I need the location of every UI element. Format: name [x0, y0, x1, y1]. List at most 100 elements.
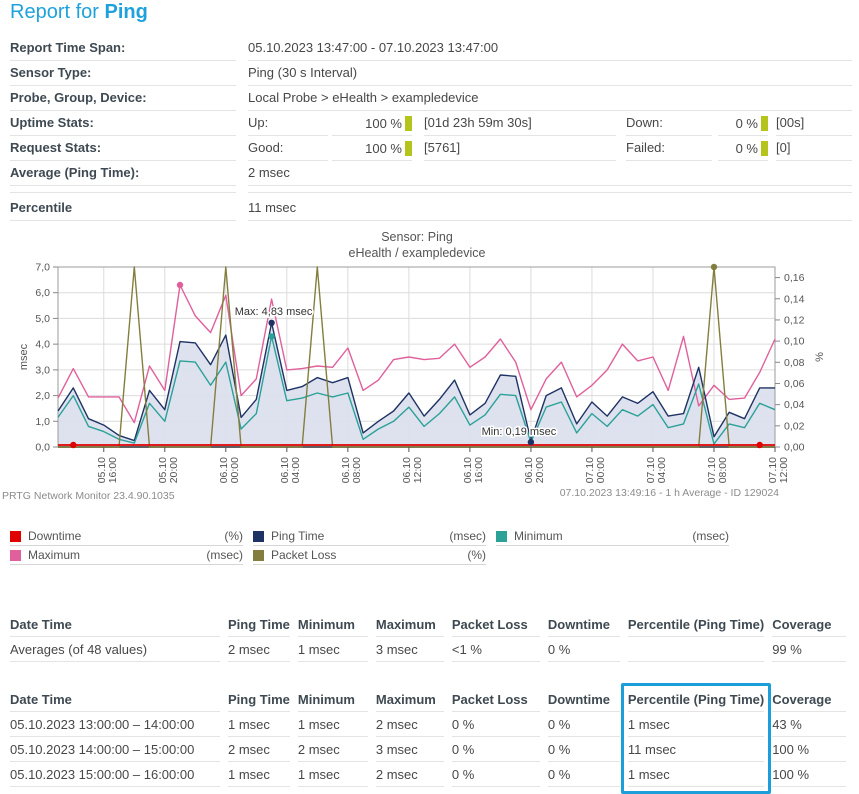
svg-text:Max: 4,83 msec: Max: 4,83 msec	[235, 306, 313, 318]
column-header: Coverage	[772, 612, 847, 637]
uptime-down-duration: [00s]	[776, 111, 852, 136]
probe-group-device-label: Probe, Group, Device:	[10, 86, 236, 111]
svg-text:12:00: 12:00	[778, 457, 790, 483]
row-report-time-span: Report Time Span: 05.10.2023 13:47:00 - …	[10, 36, 852, 61]
svg-text:1,0: 1,0	[35, 416, 50, 428]
svg-text:00:00: 00:00	[595, 457, 607, 483]
svg-text:Min: 0,19 msec: Min: 0,19 msec	[482, 426, 557, 438]
table-cell: 2 msec	[228, 637, 290, 662]
svg-text:16:00: 16:00	[473, 457, 485, 483]
table-cell: 2 msec	[297, 737, 368, 762]
table-cell: Averages (of 48 values)	[10, 637, 220, 662]
row-request-stats: Request Stats: Good: 100 % [5761] Failed…	[10, 136, 852, 161]
percentile-label: Percentile	[10, 196, 236, 221]
chart-subtitle: eHealth / exampledevice	[348, 246, 486, 260]
table-cell: 05.10.2023 14:00:00 – 15:00:00	[10, 737, 220, 762]
column-header: Date Time	[10, 687, 220, 712]
table-cell: 1 msec	[228, 762, 290, 787]
legend-label: Minimum	[514, 529, 563, 543]
request-good-bar	[405, 140, 412, 156]
chart-title: Sensor: Ping	[381, 230, 453, 244]
svg-text:0,00: 0,00	[784, 442, 805, 454]
svg-text:%: %	[814, 352, 826, 362]
svg-text:0,08: 0,08	[784, 357, 805, 369]
table-cell: 99 %	[772, 637, 847, 662]
table-cell: 0 %	[547, 712, 620, 737]
svg-text:0,0: 0,0	[35, 442, 50, 454]
table-cell: 1 msec	[297, 637, 368, 662]
column-header: Packet Loss	[451, 687, 540, 712]
table-cell: 100 %	[772, 762, 847, 787]
svg-text:0,14: 0,14	[784, 293, 805, 305]
column-header: Coverage	[772, 687, 847, 712]
average-value: 2 msec	[248, 161, 852, 186]
legend-label: Ping Time	[271, 529, 325, 543]
table-cell: 1 msec	[627, 712, 765, 737]
legend-label: Downtime	[28, 529, 82, 543]
chart-footer-version: PRTG Network Monitor 23.4.90.1035	[2, 490, 175, 502]
svg-text:5,0: 5,0	[35, 313, 50, 325]
request-good-label: Good:	[248, 136, 328, 161]
column-header: Ping Time	[228, 612, 290, 637]
hourly-table: Date Time Ping Time Minimum Maximum Packet L…	[2, 687, 854, 787]
legend-unit: (msec)	[692, 529, 729, 543]
table-cell: 1 msec	[297, 712, 368, 737]
legend-item-packet-loss: Packet Loss (%)	[253, 546, 486, 565]
svg-text:06.10: 06.10	[523, 457, 535, 483]
svg-text:06.10: 06.10	[462, 457, 474, 483]
legend-label: Packet Loss	[271, 548, 337, 562]
column-header: Packet Loss	[451, 612, 540, 637]
column-header: Percentile (Ping Time)	[627, 612, 765, 637]
table-cell: 43 %	[772, 712, 847, 737]
column-header: Downtime	[547, 612, 620, 637]
svg-text:07.10: 07.10	[645, 457, 657, 483]
svg-text:0,12: 0,12	[784, 314, 805, 326]
legend-label: Maximum	[28, 548, 81, 562]
table-cell	[627, 637, 765, 662]
row-spacer	[10, 186, 852, 196]
svg-text:20:00: 20:00	[168, 457, 180, 483]
table-header-row: Date Time Ping Time Minimum Maximum Packet L…	[10, 687, 847, 712]
request-good-value: 100 %	[332, 136, 412, 161]
svg-text:07.10: 07.10	[584, 457, 596, 483]
uptime-up-duration: [01d 23h 59m 30s]	[424, 111, 616, 136]
legend-unit: (msec)	[206, 548, 243, 562]
request-failed-value: 0 %	[718, 136, 768, 161]
row-probe-group-device: Probe, Group, Device: Local Probe > eHea…	[10, 86, 852, 111]
svg-text:06.10: 06.10	[218, 457, 230, 483]
svg-text:06.10: 06.10	[340, 457, 352, 483]
table-cell: 3 msec	[375, 637, 444, 662]
table-header-row: Date Time Ping Time Minimum Maximum Packet L…	[10, 612, 847, 637]
report-time-span-label: Report Time Span:	[10, 36, 236, 61]
column-header: Percentile (Ping Time)	[627, 687, 765, 712]
legend-swatch	[496, 530, 507, 542]
table-cell: 11 msec	[627, 737, 765, 762]
column-header: Ping Time	[228, 687, 290, 712]
page-title-prefix: Report for	[10, 1, 99, 23]
svg-text:12:00: 12:00	[412, 457, 424, 483]
table-cell: 3 msec	[375, 737, 444, 762]
chart-plot-area: 0,0 1,0 2,0 3,0 4,0 5,0 6,0 7,0 0,00 0,02 0,04 0,06…	[0, 255, 859, 505]
table-cell: 0 %	[451, 762, 540, 787]
svg-text:05.10: 05.10	[157, 457, 169, 483]
table-cell: 1 msec	[228, 712, 290, 737]
probe-group-device-value: Local Probe > eHealth > exampledevice	[248, 86, 852, 111]
row-sensor-type: Sensor Type: Ping (30 s Interval)	[10, 61, 852, 86]
request-failed-count: [0]	[776, 136, 852, 161]
table-cell: 2 msec	[375, 762, 444, 787]
table-cell: 2 msec	[375, 712, 444, 737]
table-cell: 0 %	[547, 737, 620, 762]
averages-table: Date Time Ping Time Minimum Maximum Packet L…	[2, 612, 854, 662]
row-percentile: Percentile 11 msec	[10, 196, 852, 221]
svg-text:0,02: 0,02	[784, 420, 805, 432]
legend-swatch	[253, 549, 264, 561]
table-cell: 2 msec	[228, 737, 290, 762]
uptime-down-value: 0 %	[718, 111, 768, 136]
legend-item-downtime: Downtime (%)	[10, 527, 243, 546]
table-cell: 0 %	[451, 737, 540, 762]
svg-text:06.10: 06.10	[279, 457, 291, 483]
sensor-type-label: Sensor Type:	[10, 61, 236, 86]
svg-text:7,0: 7,0	[35, 262, 50, 274]
table-cell: 1 msec	[297, 762, 368, 787]
page-title: Report for Ping	[10, 1, 148, 24]
